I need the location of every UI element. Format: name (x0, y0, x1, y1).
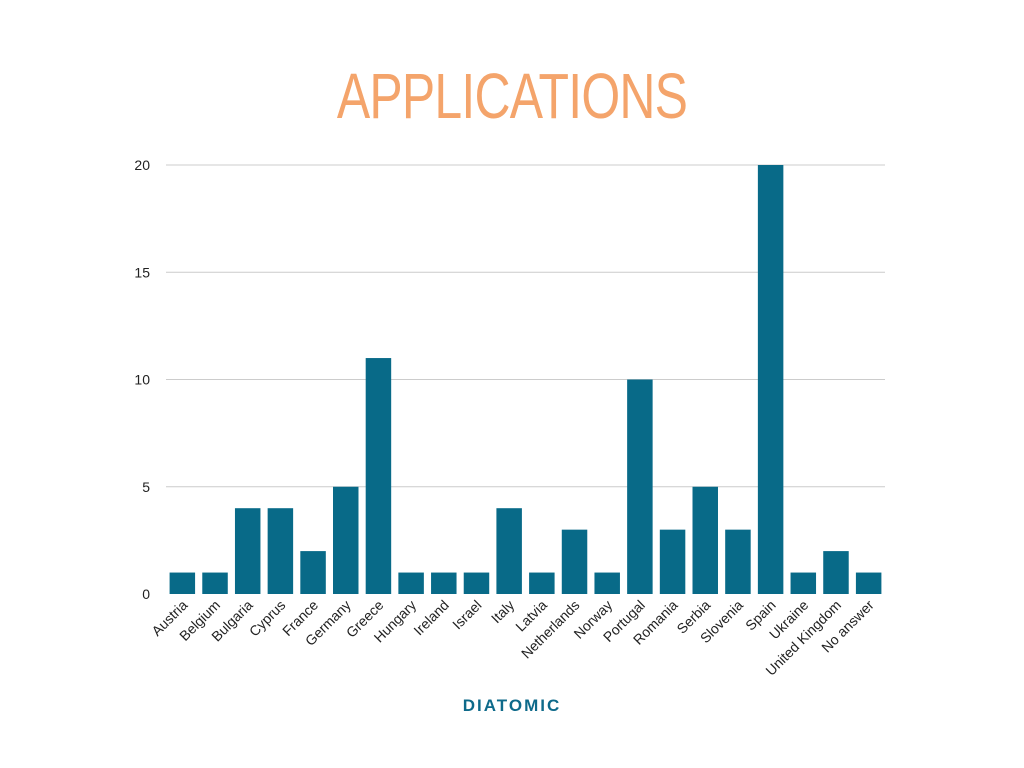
bar-bulgaria (234, 508, 261, 594)
bar-romania (659, 529, 686, 594)
bar-france (300, 551, 326, 594)
bar-no-answer (855, 572, 882, 594)
x-tick-label: Cyprus (246, 597, 289, 640)
bar-greece (365, 358, 392, 594)
bar-serbia (692, 486, 718, 594)
bar-united-kingdom (823, 551, 849, 594)
bars (169, 165, 882, 594)
bar-ireland (431, 572, 457, 594)
bar-belgium (202, 572, 228, 594)
chart-title: APPLICATIONS (336, 60, 688, 132)
y-tick-label: 0 (142, 586, 150, 602)
bar-israel (463, 572, 490, 594)
x-tick-label: Ireland (410, 597, 452, 639)
bar-norway (594, 572, 620, 594)
x-axis-label: DIATOMIC (462, 696, 562, 715)
y-axis-ticks: 0 5 10 15 20 (134, 157, 150, 602)
bar-spain (757, 165, 784, 594)
bar-ukraine (790, 572, 817, 594)
x-axis-category-labels: AustriaBelgiumBulgariaCyprusFranceGerman… (148, 597, 877, 679)
bar-netherlands (561, 529, 588, 594)
y-tick-label: 5 (142, 479, 150, 495)
bar-hungary (398, 572, 424, 594)
y-tick-label: 20 (134, 157, 150, 173)
y-tick-label: 10 (134, 372, 150, 388)
bar-germany (333, 486, 359, 594)
x-tick-label: Israel (449, 597, 485, 633)
bar-slovenia (725, 529, 751, 594)
bar-austria (169, 572, 196, 594)
bar-portugal (627, 379, 653, 594)
bar-cyprus (267, 508, 294, 594)
y-tick-label: 15 (134, 264, 150, 280)
bar-italy (496, 508, 522, 594)
bar-latvia (529, 572, 555, 594)
